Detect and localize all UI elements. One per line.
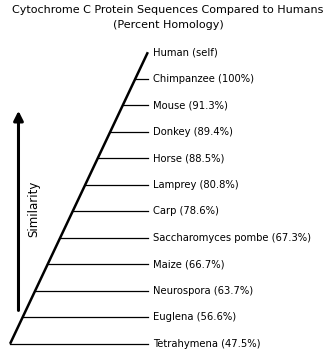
Text: Carp (78.6%): Carp (78.6%) xyxy=(153,206,219,216)
Text: Donkey (89.4%): Donkey (89.4%) xyxy=(153,127,233,137)
Text: Mouse (91.3%): Mouse (91.3%) xyxy=(153,100,228,110)
Text: Tetrahymena (47.5%): Tetrahymena (47.5%) xyxy=(153,339,260,349)
Text: Euglena (56.6%): Euglena (56.6%) xyxy=(153,312,236,322)
Text: Maize (66.7%): Maize (66.7%) xyxy=(153,259,224,269)
Text: Lamprey (80.8%): Lamprey (80.8%) xyxy=(153,180,239,190)
Text: Neurospora (63.7%): Neurospora (63.7%) xyxy=(153,286,253,296)
Text: Cytochrome C Protein Sequences Compared to Humans: Cytochrome C Protein Sequences Compared … xyxy=(12,5,324,15)
Text: Similarity: Similarity xyxy=(27,181,40,237)
Text: Horse (88.5%): Horse (88.5%) xyxy=(153,153,224,163)
Text: Saccharomyces pombe (67.3%): Saccharomyces pombe (67.3%) xyxy=(153,233,311,243)
Text: Chimpanzee (100%): Chimpanzee (100%) xyxy=(153,74,254,84)
Text: Human (self): Human (self) xyxy=(153,47,218,57)
Text: (Percent Homology): (Percent Homology) xyxy=(113,20,223,30)
